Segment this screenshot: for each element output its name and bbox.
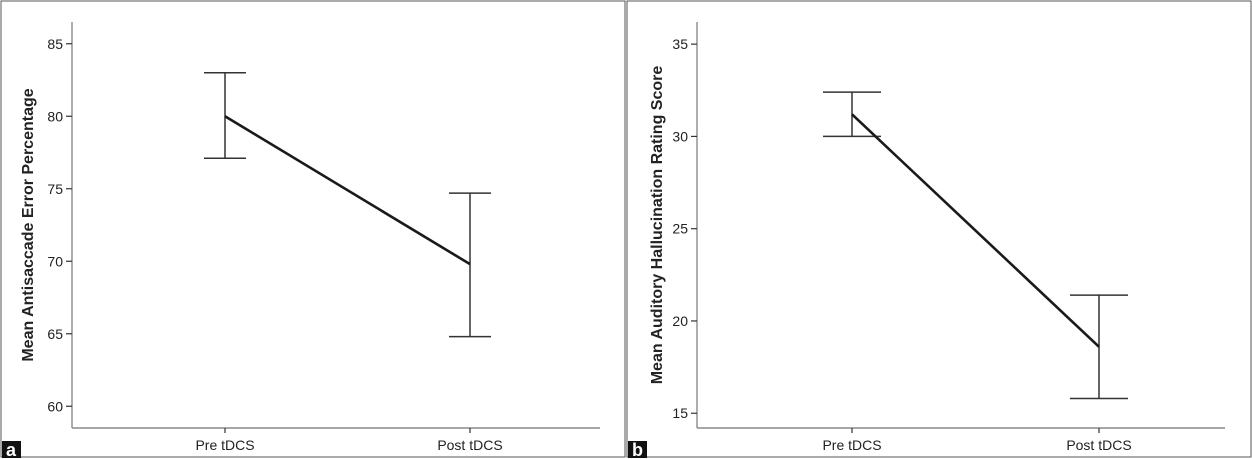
panel-b-label: b <box>632 440 643 459</box>
panel-a-x-tick-label: Post tDCS <box>437 437 502 453</box>
panel-b-categories: Pre tDCS Post tDCS <box>822 428 1132 453</box>
panel-b-error-bars <box>823 91 1128 400</box>
panel-a-y-tick-label: 85 <box>47 36 63 52</box>
panel-a-y-ticks: 60 65 70 75 80 85 <box>47 36 72 414</box>
panel-a-y-tick-label: 65 <box>47 326 63 342</box>
panel-b-y-tick-label: 35 <box>672 36 688 52</box>
panel-b-y-ticks: 15 20 25 30 35 <box>672 36 697 421</box>
panel-b-y-tick-label: 20 <box>672 313 688 329</box>
panel-b-y-tick-label: 25 <box>672 221 688 237</box>
panel-a-frame <box>0 0 626 458</box>
panel-b-x-tick-label: Pre tDCS <box>822 437 881 453</box>
panel-a-y-tick-label: 80 <box>47 108 63 124</box>
panel-a-x-tick-label: Pre tDCS <box>195 437 254 453</box>
panel-a-label: a <box>6 440 17 459</box>
panel-a-y-tick-label: 75 <box>47 181 63 197</box>
panel-b-y-tick-label: 15 <box>672 405 688 421</box>
panel-b-y-tick-label: 30 <box>672 128 688 144</box>
panel-b-label-box <box>628 441 647 458</box>
panel-b-series-line <box>851 113 1100 348</box>
panel-a-chart: Mean Antisaccade Error Percentage 60 65 70… <box>0 0 626 459</box>
panel-b-frame <box>626 0 1252 458</box>
panel-a-categories: Pre tDCS Post tDCS <box>195 428 503 453</box>
panel-a-y-axis-label: Mean Antisaccade Error Percentage <box>20 88 37 361</box>
panel-a-y-tick-label: 60 <box>47 398 63 414</box>
panel-b-x-tick-label: Post tDCS <box>1066 437 1131 453</box>
panel-b-chart: Mean Auditory Hallucination Rating Score… <box>626 0 1252 459</box>
panel-a-series-line <box>224 115 471 266</box>
panel-a-y-tick-label: 70 <box>47 253 63 269</box>
panel-a-label-box <box>2 441 21 458</box>
panel-a-error-bars <box>204 72 491 338</box>
panel-b-y-axis-label: Mean Auditory Hallucination Rating Score <box>649 66 666 385</box>
